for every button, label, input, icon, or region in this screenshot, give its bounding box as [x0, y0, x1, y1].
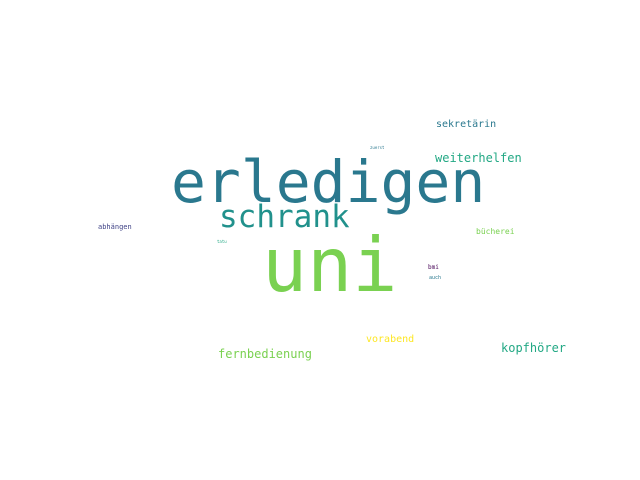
- word-weiterhelfen: weiterhelfen: [435, 151, 522, 165]
- word-bmi: bmi: [428, 264, 439, 271]
- word-uni: uni: [262, 221, 398, 309]
- word-erledigen: erledigen: [171, 148, 486, 216]
- word-tatu: tatu: [217, 239, 227, 244]
- word-sekretaerin: sekretärin: [436, 119, 497, 130]
- word-schrank: schrank: [219, 199, 350, 235]
- word-vorabend: vorabend: [366, 334, 415, 345]
- word-buecherei: bücherei: [476, 227, 515, 236]
- word-kopfhoerer: kopfhörer: [501, 341, 567, 355]
- word-fernbedienung: fernbedienung: [218, 347, 312, 361]
- word-abhaengen: abhängen: [98, 223, 132, 231]
- word-auch: auch: [429, 275, 442, 281]
- word-zuerst: zuerst: [370, 145, 385, 150]
